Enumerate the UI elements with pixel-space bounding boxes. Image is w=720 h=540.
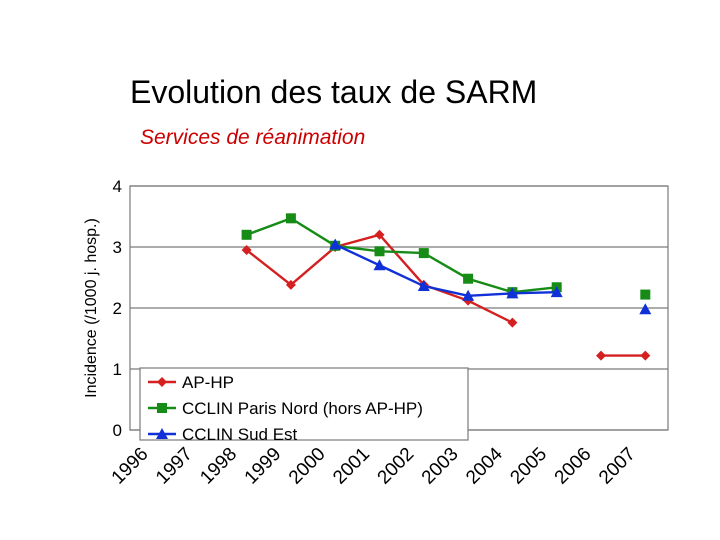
x-tick-label: 2004	[462, 443, 507, 488]
legend-box	[139, 367, 469, 441]
data-point	[329, 238, 342, 250]
legend-item: AP-HP	[148, 373, 234, 392]
legend: AP-HP CCLIN Paris Nord (hors AP-HP) CCLIN …	[139, 367, 469, 444]
legend-marker	[157, 377, 167, 387]
legend-label: CCLIN Sud Est	[182, 425, 298, 444]
data-point	[640, 350, 651, 361]
data-point	[463, 273, 474, 284]
legend-item: CCLIN Paris Nord (hors AP-HP)	[148, 399, 423, 418]
y-tick-label: 3	[113, 238, 122, 257]
x-tick-label: 2002	[374, 444, 419, 489]
x-tick-label: 2001	[329, 444, 374, 489]
data-point	[374, 229, 385, 240]
x-tick-label: 1999	[241, 444, 286, 489]
data-point	[417, 280, 430, 292]
data-point	[418, 248, 429, 259]
chart-subtitle: Services de réanimation	[140, 126, 366, 149]
y-tick-label: 4	[113, 177, 122, 196]
data-point	[462, 289, 475, 301]
data-point	[550, 286, 563, 298]
data-point	[285, 213, 296, 224]
data-point	[241, 229, 252, 240]
legend-label: AP-HP	[182, 373, 234, 392]
data-point	[507, 317, 518, 328]
series-0	[241, 229, 651, 361]
x-tick-label: 2006	[551, 444, 596, 489]
data-point	[373, 259, 386, 271]
x-tick-label: 2003	[418, 444, 463, 489]
y-tick-label: 0	[113, 421, 122, 440]
legend-item: CCLIN Sud Est	[148, 425, 298, 444]
x-tick-label: 2005	[506, 444, 551, 489]
data-point	[640, 289, 651, 300]
series-line	[246, 217, 557, 294]
y-axis-label: Incidence (/1000 j. hosp.)	[83, 218, 100, 398]
legend-label: CCLIN Paris Nord (hors AP-HP)	[182, 399, 423, 418]
x-tick-label: 2007	[595, 444, 640, 489]
y-tick-label: 2	[113, 299, 122, 318]
series-2	[329, 238, 652, 315]
x-tick-label: 1998	[196, 444, 241, 489]
legend-marker	[157, 403, 167, 413]
x-tick-label: 1996	[108, 444, 153, 489]
series-line	[334, 243, 557, 298]
chart-title: Evolution des taux de SARM	[130, 74, 538, 110]
x-tick-label: 1997	[152, 444, 197, 489]
data-point	[241, 245, 252, 256]
data-point	[285, 279, 296, 290]
y-tick-label: 1	[113, 360, 122, 379]
series-layer	[241, 213, 652, 361]
data-point	[596, 350, 606, 361]
x-tick-label: 2000	[285, 444, 330, 489]
data-point	[639, 303, 652, 315]
data-point	[374, 246, 385, 257]
legend-marker	[156, 428, 168, 439]
y-tick-labels: 0 1 2 3 4	[113, 177, 122, 440]
x-tick-labels: 1996 1997 1998 1999 2000 2001 2002 2003 2004 2005…	[108, 443, 640, 488]
data-point	[506, 287, 519, 299]
series-1	[241, 213, 651, 300]
